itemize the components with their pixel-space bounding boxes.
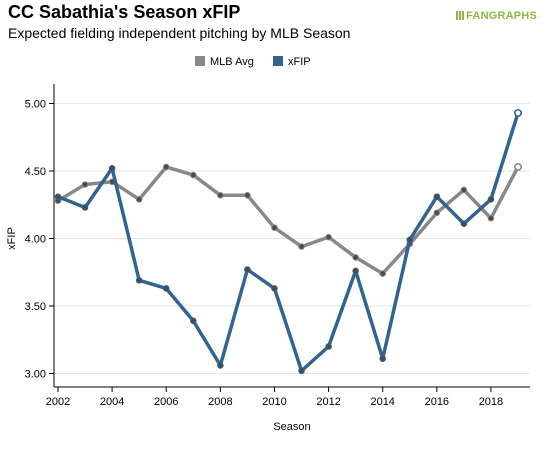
data-point[interactable] — [325, 233, 332, 241]
data-point[interactable] — [81, 204, 89, 211]
data-point[interactable] — [460, 220, 468, 227]
data-point[interactable] — [406, 236, 414, 244]
y-tick-label: 3.00 — [25, 369, 46, 381]
data-point[interactable] — [135, 196, 143, 203]
axes: 3.00 3.50 4.00 4.50 5.00 2002 2004 2006 2008 2010… — [25, 84, 530, 408]
data-point[interactable] — [189, 317, 197, 325]
legend-label[interactable]: xFIP — [288, 56, 311, 68]
chart-title: CC Sabathia's Season xFIP — [8, 2, 241, 22]
data-point[interactable] — [379, 355, 387, 362]
legend[interactable]: MLB Avg xFIP — [195, 56, 311, 68]
series-line-xfip — [57, 112, 520, 373]
data-point[interactable] — [162, 285, 170, 292]
x-tick-label: 2006 — [154, 396, 178, 408]
legend-swatch[interactable] — [273, 56, 283, 66]
data-point[interactable] — [298, 243, 305, 250]
legend-label[interactable]: MLB Avg — [210, 56, 254, 68]
data-point[interactable] — [217, 362, 224, 369]
x-tick-label: 2012 — [316, 396, 340, 408]
data-point[interactable] — [379, 270, 387, 277]
x-tick-label: 2004 — [100, 396, 124, 408]
x-tick-label: 2014 — [370, 396, 394, 408]
data-point[interactable] — [487, 214, 495, 222]
y-tick-label: 4.00 — [25, 234, 46, 246]
data-point[interactable] — [244, 266, 251, 273]
fangraphs-logo: FANGRAPHS — [456, 10, 537, 22]
data-point[interactable] — [54, 193, 62, 200]
x-tick-label: 2010 — [262, 396, 286, 408]
data-point[interactable] — [352, 267, 359, 275]
data-point[interactable] — [217, 192, 224, 199]
data-point[interactable] — [135, 277, 143, 284]
x-tick-label: 2016 — [425, 396, 449, 408]
data-point[interactable] — [513, 108, 522, 117]
data-point[interactable] — [325, 343, 332, 350]
y-tick-label: 5.00 — [25, 99, 46, 111]
data-point[interactable] — [108, 165, 116, 172]
series-layer — [54, 108, 522, 375]
data-point[interactable] — [271, 224, 278, 231]
grid — [54, 103, 530, 374]
x-tick-label: 2018 — [479, 396, 503, 408]
logo-bars-icon — [456, 11, 466, 20]
data-point[interactable] — [487, 196, 495, 203]
data-point[interactable] — [433, 193, 441, 200]
data-point[interactable] — [271, 285, 278, 292]
legend-swatch[interactable] — [195, 56, 205, 66]
data-point[interactable] — [244, 192, 251, 199]
logo-text: FANGRAPHS — [466, 10, 537, 22]
data-point[interactable] — [513, 162, 522, 171]
series-line-mlb-avg — [57, 165, 520, 276]
data-point[interactable] — [189, 171, 197, 179]
data-point[interactable] — [298, 367, 305, 375]
data-point[interactable] — [162, 163, 170, 171]
data-point[interactable] — [81, 181, 89, 188]
y-tick-label: 3.50 — [25, 301, 46, 313]
x-tick-label: 2008 — [208, 396, 232, 408]
data-point[interactable] — [433, 209, 441, 217]
y-tick-label: 4.50 — [25, 166, 46, 178]
y-axis-label: xFIP — [6, 227, 18, 250]
data-point[interactable] — [460, 186, 468, 194]
data-point[interactable] — [352, 254, 359, 261]
x-axis-label: Season — [273, 421, 310, 433]
chart-subtitle: Expected fielding independent pitching b… — [8, 25, 351, 41]
x-tick-label: 2002 — [46, 396, 70, 408]
